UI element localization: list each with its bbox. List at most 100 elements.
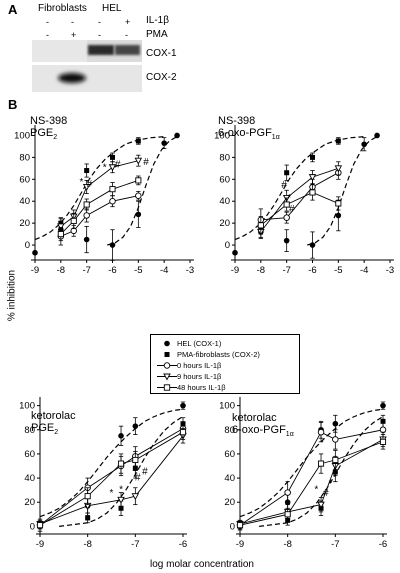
chart-2-point-filled-circle — [374, 132, 380, 139]
chart-2-point-filled-circle — [309, 242, 316, 248]
chart-4-fit-curve — [259, 415, 384, 527]
chart-4-y-tick-label: 20 — [224, 497, 235, 508]
chart-3-significance-mark: * — [110, 488, 114, 499]
chart-1-point-filled-square — [84, 168, 90, 174]
chart-3-significance-mark: # — [135, 472, 141, 483]
chart-4-y-tick-label: 100 — [219, 401, 235, 412]
chart-4-point-open-circle — [284, 489, 291, 496]
open-square-icon — [157, 384, 177, 391]
chart-1-x-tick-label: -8 — [57, 265, 65, 276]
chart-1-y-tick-label: 80 — [19, 152, 30, 163]
il1b-sign-2: - — [71, 17, 74, 27]
chart-4-point-open-square — [317, 460, 325, 467]
x-axis-label: log molar concentration — [150, 559, 254, 570]
chart-4-y-tick-label: 80 — [224, 425, 235, 436]
legend-item-hel: HEL (COX-1) — [157, 338, 293, 349]
chart-2-y-tick-label: 0 — [225, 240, 230, 251]
chart-1-point-filled-square — [110, 154, 115, 160]
pma-sign-1: - — [46, 30, 49, 40]
chart-2-significance-mark: * — [287, 193, 291, 204]
chart-1-significance-mark: * — [103, 163, 107, 174]
chart-2-point-filled-square — [310, 154, 315, 160]
chart-1-fit-curve — [107, 136, 178, 246]
chart-2-point-filled-circle — [335, 212, 342, 219]
chart-1-x-tick-label: -6 — [108, 265, 116, 276]
chart-2-significance-mark: # — [289, 204, 295, 215]
chart-3-significance-mark: # — [142, 466, 148, 477]
chart-4-title-main: 6-oxo-PGF — [232, 424, 286, 436]
chart-2-x-tick-label: -9 — [231, 265, 239, 276]
il1b-sign-1: - — [46, 17, 49, 27]
pma-label: PMA — [146, 29, 168, 40]
chart-2-y-tick-label: 100 — [214, 130, 230, 141]
chart-3-x-tick-label: -7 — [131, 539, 139, 550]
chart-1-fit-curve — [34, 136, 165, 241]
chart-3-title: ketorolac PGE2 — [31, 410, 76, 439]
chart-3-point-open-square — [84, 493, 91, 500]
filled-square-icon — [164, 352, 170, 357]
chart-2-title-line2: 6-oxo-PGF1α — [218, 127, 280, 144]
panel-a-letter: A — [8, 2, 18, 17]
chart-4-y-tick-label: 60 — [224, 449, 235, 460]
chart-4-point-filled-circle — [332, 420, 339, 427]
chart-2-title-sub: 1α — [271, 134, 280, 142]
legend-item-pma: PMA-fibroblasts (COX-2) — [157, 349, 293, 360]
chart-3-significance-mark: * — [119, 485, 123, 496]
chart-2-point-filled-square — [284, 170, 290, 176]
chart-4-x-tick-label: -7 — [331, 539, 339, 550]
panel-b-letter: B — [8, 97, 18, 112]
chart-3-point-filled-circle — [118, 433, 124, 439]
chart-1-point-filled-circle — [83, 236, 90, 243]
legend-label-pma: PMA-fibroblasts (COX-2) — [177, 350, 260, 359]
chart-1-title-line2: PGE2 — [30, 127, 67, 144]
chart-3-point-open-square — [36, 522, 44, 529]
chart-1-title-main: PGE — [30, 127, 54, 139]
chart-3-y-tick-label: 100 — [19, 401, 35, 412]
pma-sign-2: + — [71, 30, 77, 40]
chart-4-title-line2: 6-oxo-PGF1α — [232, 424, 294, 441]
chart-3-y-tick-label: 0 — [30, 521, 35, 532]
chart-2-series-line — [260, 167, 339, 233]
chart-4-point-open-square — [379, 438, 387, 445]
chart-4-point-open-circle — [379, 426, 387, 434]
chart-4-title-line1: ketorolac — [232, 412, 277, 424]
chart-2-point-filled-circle — [283, 237, 290, 244]
chart-3-title-line1: ketorolac — [31, 410, 76, 422]
fibroblasts-label: Fibroblasts — [38, 3, 87, 14]
chart-1-point-open-circle — [83, 212, 90, 219]
chart-2-fit-curve — [307, 136, 378, 246]
chart-1-point-open-circle — [109, 197, 116, 205]
chart-2-x-tick-label: -8 — [257, 265, 265, 276]
chart-2-y-tick-label: 80 — [219, 152, 230, 163]
chart-4-point-filled-circle — [380, 402, 386, 409]
chart-4-point-open-square — [236, 522, 244, 529]
chart-1-point-open-triangle-down — [57, 223, 65, 231]
chart-1-x-tick-label: -9 — [31, 265, 39, 276]
open-triangle-down-icon — [157, 373, 177, 381]
chart-2-point-open-square — [283, 201, 290, 208]
chart-2-title-line1: NS-398 — [218, 115, 256, 127]
chart-4-significance-mark: # — [323, 488, 329, 499]
chart-2-x-tick-label: -5 — [334, 265, 342, 276]
cox2-band-label: COX-2 — [146, 72, 177, 83]
chart-1-y-tick-label: 40 — [19, 196, 30, 207]
chart-3-point-open-square — [117, 460, 125, 467]
chart-3-x-tick-label: -6 — [179, 539, 187, 550]
filled-circle-icon — [164, 340, 170, 347]
chart-1-significance-mark: # — [115, 159, 121, 170]
chart-2-significance-mark: # — [281, 180, 287, 191]
chart-ns398-6-oxo-pgf1a: 0 20 40 60 80 100 -9 -8 -7 -6 -5 -4 -3 #*# — [214, 125, 394, 276]
chart-3-point-open-square — [132, 456, 139, 464]
chart-2-y-tick-label: 60 — [219, 174, 230, 185]
legend: HEL (COX-1) PMA-fibroblasts (COX-2) 0 ho… — [150, 334, 300, 394]
open-circle-icon — [157, 362, 177, 369]
chart-4-x-tick-label: -9 — [236, 539, 244, 550]
cox2-blot — [32, 65, 142, 92]
chart-1-point-open-square — [83, 201, 90, 208]
chart-4-point-filled-square — [380, 418, 386, 424]
chart-2-series-line — [260, 192, 339, 226]
chart-1-point-filled-circle — [161, 140, 167, 146]
chart-1-point-open-triangle-down — [108, 164, 117, 172]
chart-1-x-tick-label: -4 — [160, 265, 168, 276]
